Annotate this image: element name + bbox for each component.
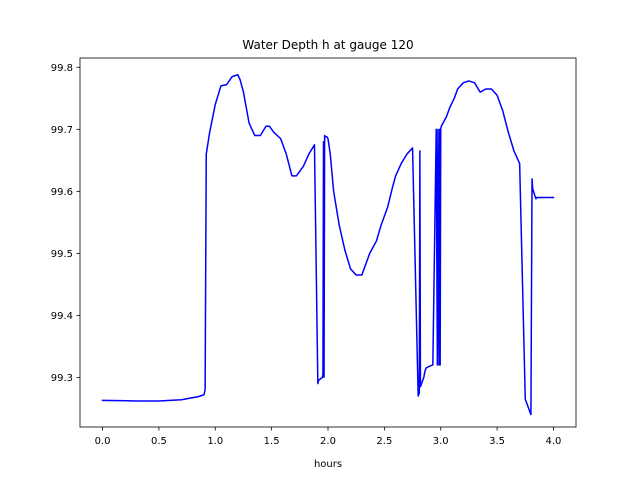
x-axis-label: hours: [314, 459, 342, 470]
x-tick-label: 0.0: [95, 436, 111, 447]
x-tick-label: 3.5: [489, 436, 505, 447]
y-tick-label: 99.8: [51, 63, 73, 74]
axis-ticks: 0.0 0.5 1.0 1.5 2.0 2.5 3.0 3.5 4.0 99.3 99.4 99.5 9…: [51, 63, 562, 447]
chart-title: Water Depth h at gauge 120: [242, 38, 413, 52]
x-tick-label: 3.0: [433, 436, 449, 447]
y-tick-label: 99.7: [51, 125, 73, 136]
x-tick-label: 4.0: [546, 436, 562, 447]
y-tick-label: 99.5: [51, 249, 73, 260]
x-tick-label: 1.0: [207, 436, 223, 447]
series-line-0: [101, 73, 555, 416]
x-tick-label: 2.5: [376, 436, 392, 447]
x-tick-label: 2.0: [320, 436, 336, 447]
y-tick-label: 99.6: [51, 187, 73, 198]
x-tick-label: 1.5: [264, 436, 280, 447]
y-tick-label: 99.4: [51, 311, 73, 322]
x-tick-label: 0.5: [151, 436, 167, 447]
y-tick-label: 99.3: [51, 373, 73, 384]
